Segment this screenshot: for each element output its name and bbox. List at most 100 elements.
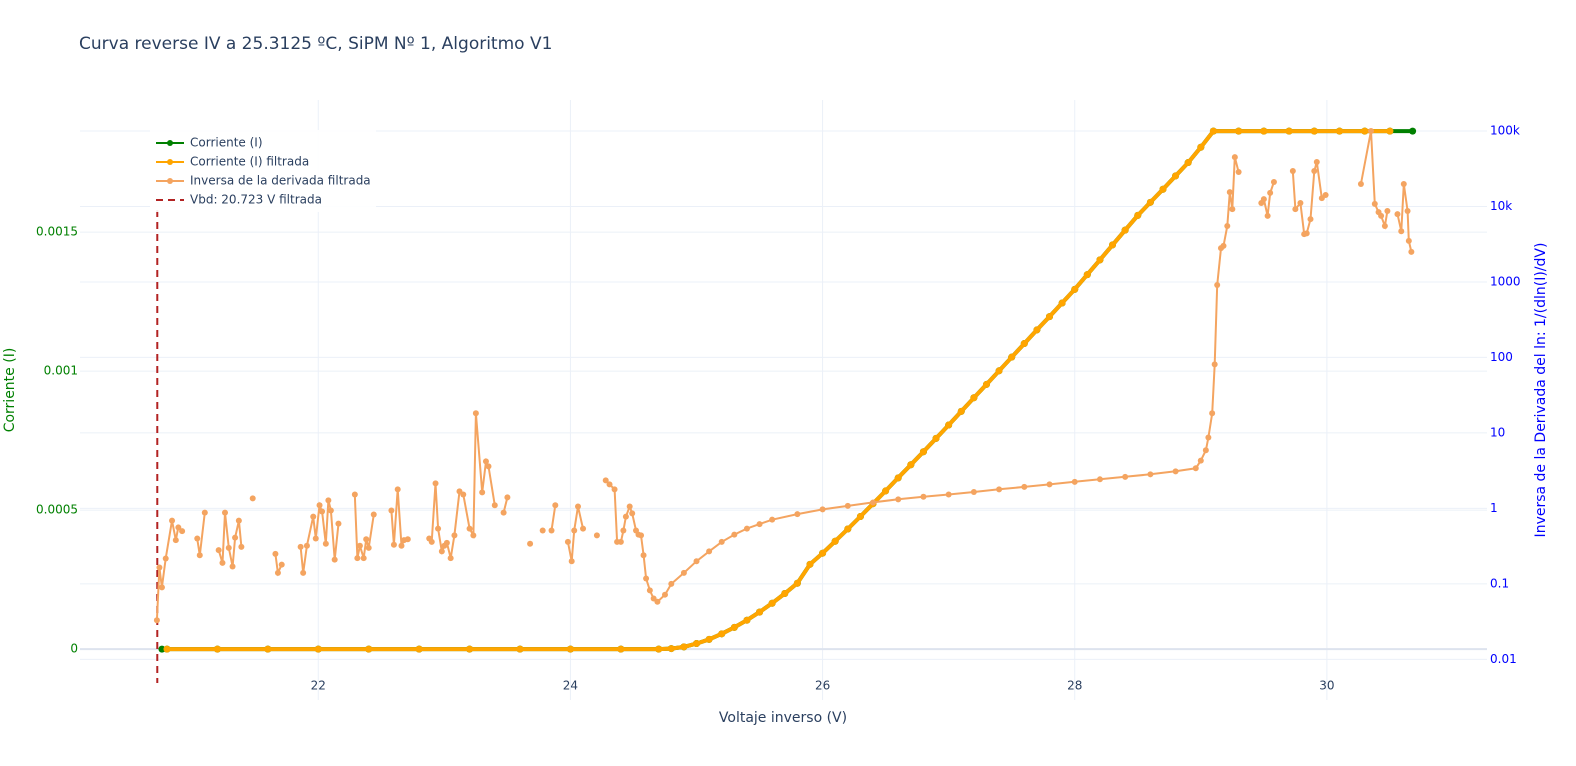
- series-marker: [705, 635, 713, 643]
- series-marker: [394, 486, 401, 493]
- series-marker: [844, 525, 852, 533]
- series-marker: [606, 481, 613, 488]
- series-marker: [895, 496, 902, 503]
- y2-tick-label: 10: [1490, 425, 1505, 439]
- series-marker: [611, 486, 618, 493]
- series-marker: [1096, 476, 1103, 483]
- series-marker: [470, 532, 477, 539]
- series-marker: [194, 535, 201, 542]
- series-marker: [1335, 127, 1343, 135]
- series-marker: [404, 536, 411, 543]
- series-marker: [1310, 127, 1318, 135]
- series-marker: [179, 528, 186, 535]
- chart-title: Curva reverse IV a 25.3125 ºC, SiPM Nº 1…: [79, 34, 552, 54]
- series-marker: [856, 512, 864, 520]
- series-marker: [435, 525, 442, 532]
- series-marker: [626, 503, 633, 510]
- x-tick-label: 30: [1319, 679, 1334, 693]
- series-marker: [1408, 248, 1415, 255]
- series-marker: [743, 616, 751, 624]
- y2-tick-label: 0.1: [1490, 576, 1509, 590]
- series-marker: [1172, 468, 1179, 475]
- series-marker: [504, 494, 511, 501]
- series-marker: [158, 584, 165, 591]
- series-marker: [516, 645, 524, 653]
- series-marker: [970, 489, 977, 496]
- series-marker: [1197, 143, 1205, 151]
- series-marker: [351, 491, 358, 498]
- series-marker: [1184, 159, 1192, 167]
- series-marker: [617, 645, 625, 653]
- series-marker: [1220, 242, 1227, 249]
- series-marker: [640, 552, 647, 559]
- series-marker: [438, 548, 445, 555]
- series-marker: [274, 569, 281, 576]
- series-marker: [1264, 212, 1271, 219]
- series-marker: [1205, 434, 1212, 441]
- y-axis-title: Corriente (I): [2, 348, 18, 433]
- series-marker: [870, 499, 877, 506]
- series-marker: [443, 539, 450, 546]
- legend-box: [150, 130, 376, 212]
- series-marker: [1235, 168, 1242, 175]
- series-marker: [527, 540, 534, 547]
- series-marker: [1033, 326, 1041, 334]
- series-marker: [1214, 282, 1221, 289]
- series-marker: [646, 587, 653, 594]
- series-marker: [479, 489, 486, 496]
- series-marker: [158, 645, 166, 653]
- series-marker: [213, 645, 221, 653]
- legend-label: Inversa de la derivada filtrada: [190, 174, 371, 188]
- y-tick-label: 0.0005: [36, 503, 78, 517]
- y-tick-label: 0: [70, 642, 78, 656]
- series-marker: [819, 506, 826, 513]
- series-marker: [1147, 471, 1154, 478]
- series-marker: [1357, 181, 1364, 188]
- series-marker: [1122, 473, 1129, 480]
- series-marker: [718, 538, 725, 545]
- series-marker: [1134, 211, 1142, 219]
- series-marker: [743, 525, 750, 532]
- series-marker: [1046, 313, 1054, 321]
- series-marker: [360, 555, 367, 562]
- series-marker: [945, 421, 953, 429]
- series-marker: [1409, 127, 1417, 135]
- series-marker: [156, 564, 163, 571]
- series-marker: [1303, 230, 1310, 237]
- series-marker: [1021, 483, 1028, 490]
- series-marker: [1381, 223, 1388, 230]
- series-marker: [1172, 172, 1180, 180]
- series-marker: [995, 367, 1003, 375]
- series-marker: [654, 598, 661, 605]
- series-marker: [398, 542, 405, 549]
- x-tick-label: 28: [1067, 679, 1082, 693]
- series-marker: [539, 527, 546, 534]
- series-marker: [882, 487, 890, 495]
- series-marker: [1209, 410, 1216, 417]
- series-marker: [574, 503, 581, 510]
- series-marker: [593, 532, 600, 539]
- series-marker: [919, 448, 927, 456]
- series-marker: [1368, 127, 1375, 134]
- series-marker: [806, 560, 814, 568]
- series-marker: [970, 394, 978, 402]
- series-marker: [1202, 447, 1209, 454]
- series-marker: [996, 486, 1003, 493]
- series-marker: [769, 516, 776, 523]
- series-marker: [482, 458, 489, 465]
- series-marker: [215, 547, 222, 554]
- series-marker: [229, 563, 236, 570]
- x-tick-label: 22: [311, 679, 326, 693]
- series-marker: [1292, 206, 1299, 213]
- legend-label: Corriente (I) filtrada: [190, 155, 309, 169]
- series-marker: [638, 532, 645, 539]
- series-marker: [428, 538, 435, 545]
- series-marker: [1398, 228, 1405, 235]
- x-tick-label: 24: [563, 679, 578, 693]
- y2-tick-label: 100k: [1490, 123, 1520, 137]
- legend-label: Vbd: 20.723 V filtrada: [190, 193, 322, 207]
- series-marker: [730, 623, 738, 631]
- series-marker: [844, 502, 851, 509]
- legend: Corriente (I) Corriente (I) filtrada Inver…: [150, 130, 376, 212]
